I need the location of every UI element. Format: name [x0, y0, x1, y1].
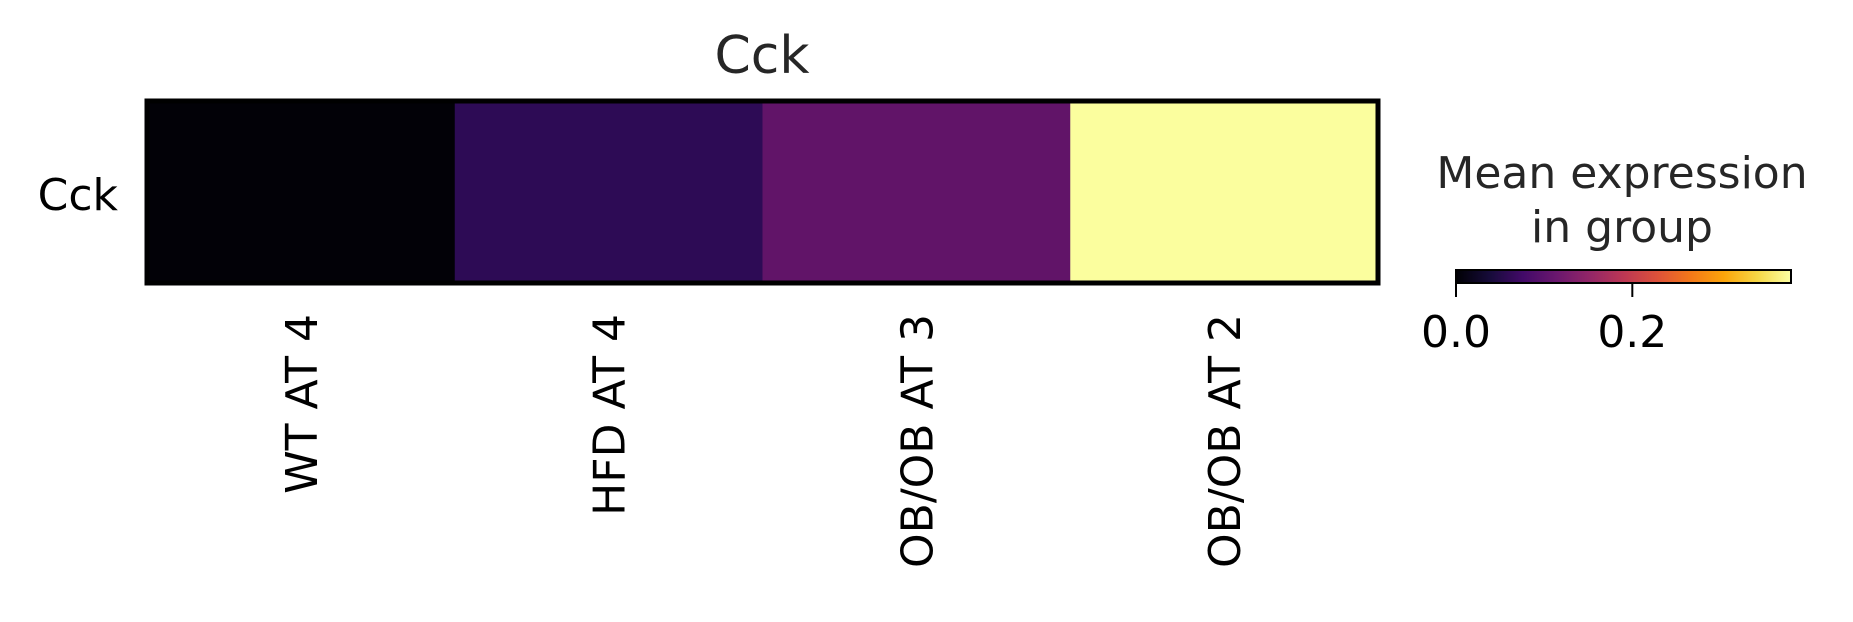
colorbar-title-line-2: in group: [1531, 202, 1713, 253]
colorbar-title-line-1: Mean expression: [1436, 148, 1807, 199]
heatmap-cell: [1070, 101, 1379, 283]
heatmap-cell: [454, 101, 763, 283]
column-labels: WT AT 4 HFD AT 4 OB/OB AT 3 OB/OB AT 2: [277, 314, 1251, 568]
heatmap-cell: [147, 101, 456, 283]
colorbar-ticks: 0.0 0.2: [1421, 283, 1667, 358]
colorbar-tick-label: 0.0: [1421, 307, 1491, 358]
heatmap-frame: [144, 98, 1381, 286]
column-label: WT AT 4: [277, 314, 328, 494]
column-label: OB/OB AT 2: [1200, 314, 1251, 568]
heatmap-cell: [762, 101, 1071, 283]
colorbar-tick-label: 0.2: [1597, 307, 1667, 358]
column-label: OB/OB AT 3: [892, 314, 943, 568]
chart-title: Cck: [714, 26, 809, 86]
column-label: HFD AT 4: [585, 314, 636, 516]
colorbar-gradient: [1455, 269, 1792, 284]
heatmap-cells: [147, 101, 1379, 283]
row-label: Cck: [38, 170, 119, 221]
